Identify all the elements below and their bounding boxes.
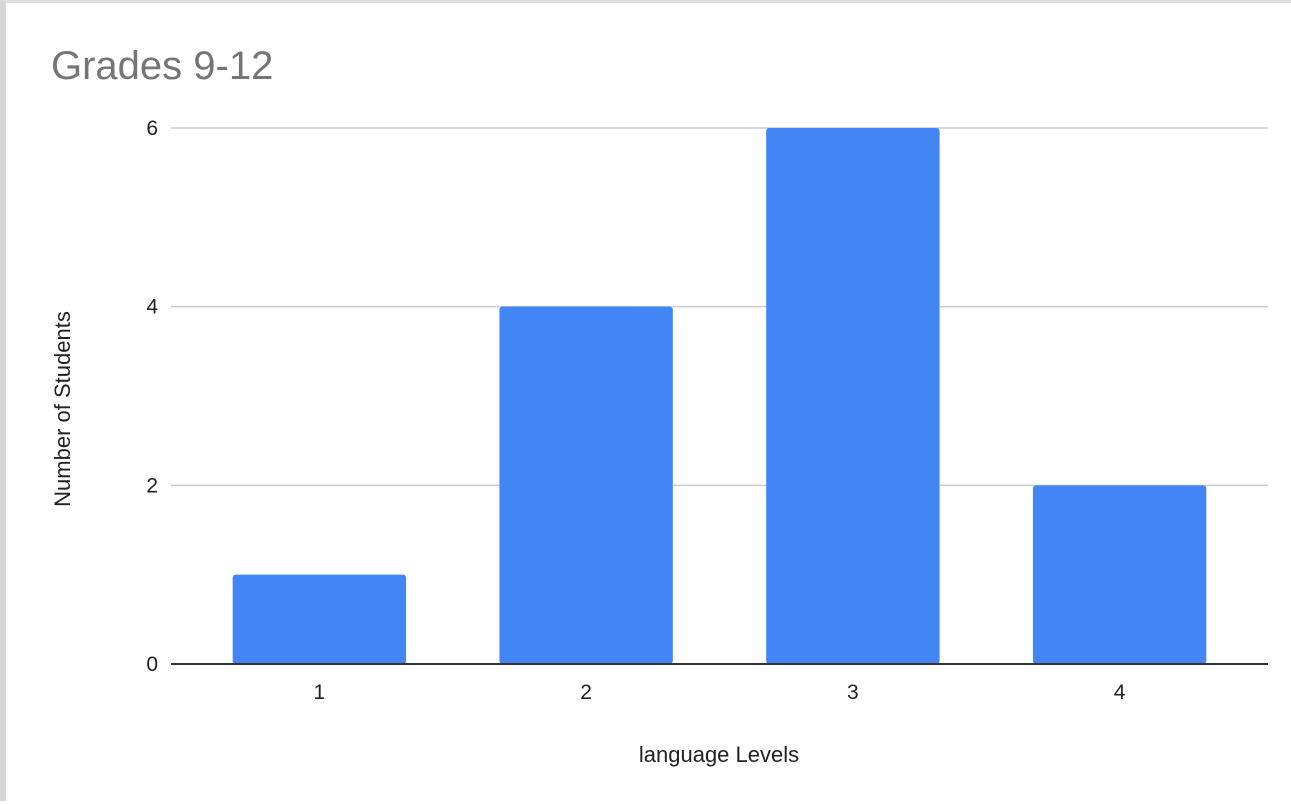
- x-tick-label: 4: [1114, 681, 1126, 704]
- x-tick-label: 2: [580, 681, 592, 704]
- y-axis-label: Number of Students: [50, 311, 75, 507]
- bar-4: [1032, 485, 1207, 664]
- bar-1: [232, 574, 407, 664]
- y-tick-label: 0: [146, 653, 158, 676]
- bars: [232, 128, 1207, 664]
- chart-title: Grades 9-12: [51, 44, 273, 88]
- bar-chart: Grades 9-12 0 2 4 6 1 2 3 4 language Levels Nu…: [50, 44, 1268, 767]
- x-tick-label: 1: [314, 681, 326, 704]
- x-axis-ticks: 1 2 3 4: [314, 681, 1126, 704]
- gridlines: [171, 127, 1268, 487]
- y-tick-label: 4: [146, 296, 158, 319]
- y-tick-label: 2: [146, 474, 158, 497]
- bar-2: [499, 306, 673, 664]
- x-axis-label: language Levels: [639, 742, 799, 767]
- x-tick-label: 3: [847, 681, 859, 704]
- y-tick-label: 6: [146, 117, 158, 140]
- y-axis-ticks: 0 2 4 6: [146, 117, 158, 676]
- bar-3: [766, 128, 940, 664]
